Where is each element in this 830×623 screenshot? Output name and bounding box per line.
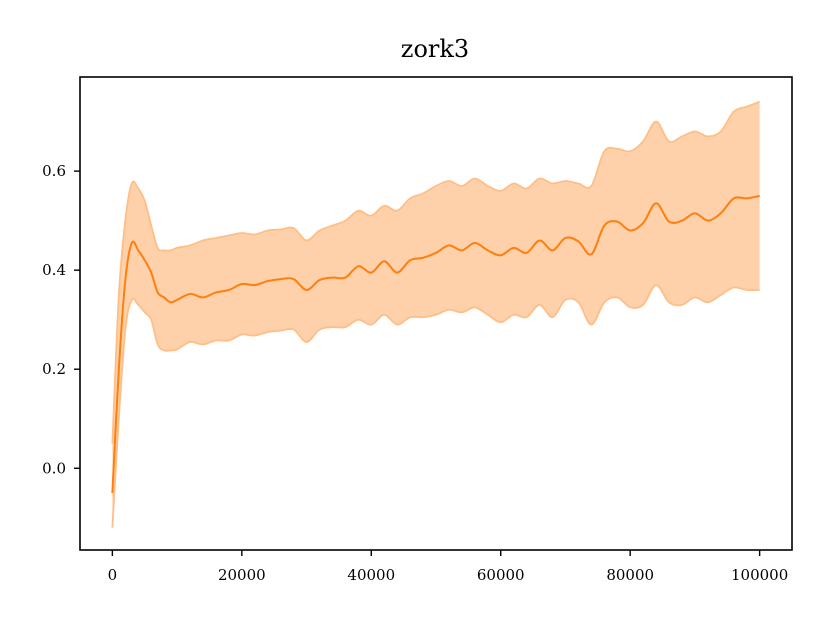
x-tick-label: 100000: [731, 566, 788, 584]
upper-bound-line: [111, 100, 760, 444]
y-tick-label: 0.4: [42, 261, 66, 279]
x-tick-label: 40000: [347, 566, 395, 584]
x-tick-label: 80000: [606, 566, 654, 584]
x-tick-label: 60000: [477, 566, 525, 584]
x-axis: 0 20000 40000 60000 80000 100000: [108, 550, 788, 584]
y-tick-label: 0.2: [42, 360, 66, 378]
y-tick-label: 0.6: [42, 162, 66, 180]
plot-area: [111, 100, 760, 528]
x-tick-label: 0: [108, 566, 118, 584]
chart-title: zork3: [401, 35, 469, 63]
mean-line: [111, 194, 760, 494]
y-tick-label: 0.0: [42, 459, 66, 477]
y-axis: 0.0 0.2 0.4 0.6: [42, 162, 80, 477]
lower-bound-line: [111, 284, 760, 528]
axes-frame: [79, 76, 793, 551]
x-tick-label: 20000: [218, 566, 266, 584]
